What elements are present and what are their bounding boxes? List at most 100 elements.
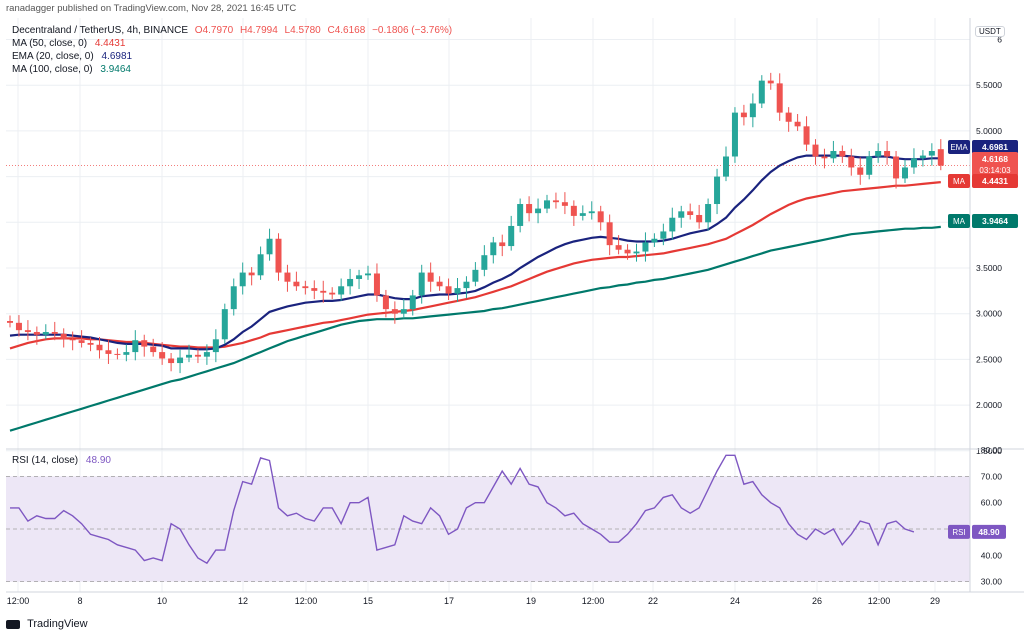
candle-body (714, 176, 721, 205)
candle-body (24, 330, 31, 332)
rsi-band (6, 476, 970, 582)
rsi-tag-text: RSI (952, 528, 965, 537)
indicator-label: MA (50, close, 0) (12, 38, 88, 49)
candle-body (248, 272, 255, 276)
candle-body (606, 222, 613, 246)
candle-body (356, 275, 363, 279)
candle-body (740, 112, 747, 118)
candle-body (257, 254, 264, 276)
candle-body (633, 251, 640, 254)
ma100-line (9, 225, 941, 432)
rsi-tag (948, 524, 970, 539)
tradingview-icon (6, 619, 20, 629)
x-tick-label: 8 (77, 596, 82, 606)
candle-body (114, 353, 121, 355)
last-price-badge-sub: 03:14:03 (979, 166, 1011, 175)
candle-body (177, 357, 184, 364)
candle-body (320, 290, 327, 293)
candle-body (660, 231, 667, 239)
x-tick-label: 19 (526, 596, 536, 606)
candle-body (624, 249, 631, 254)
candle-body (186, 354, 192, 358)
candle-body (472, 269, 479, 282)
candle-body (499, 242, 506, 247)
candle-body (266, 238, 273, 255)
candle-body (463, 281, 470, 289)
candle-body (60, 333, 67, 340)
rsi-tick-label: 30.00 (981, 577, 1003, 587)
candle-body (669, 217, 676, 232)
ohlc-low: L4.5780 (284, 25, 321, 36)
candle-body (427, 272, 434, 282)
candle-body (33, 331, 40, 335)
indicator-ma50[interactable]: MA (50, close, 0) 4.4431 (12, 38, 125, 49)
rsi-header[interactable]: RSI (14, close) 48.90 (12, 455, 111, 466)
candle-body (239, 272, 246, 287)
ma50-badge-value: 4.4431 (982, 176, 1008, 186)
x-tick-label: 22 (648, 596, 658, 606)
candle-body (893, 156, 900, 179)
candle-body (884, 151, 891, 157)
candle-body (651, 238, 658, 243)
candle-body (785, 112, 792, 122)
ema-badge-value: 4.6981 (982, 142, 1008, 152)
ema20-line (9, 154, 941, 351)
candle-body (409, 295, 416, 310)
rsi-badge-value: 48.90 (978, 527, 1000, 537)
candle-body (919, 155, 926, 159)
candle-body (78, 340, 85, 343)
candle-body (749, 103, 756, 118)
candle-body (105, 350, 112, 354)
ohlc-change: −0.1806 (−3.76%) (372, 25, 453, 36)
ohlc-close: C4.6168 (327, 25, 366, 36)
indicator-ema20[interactable]: EMA (20, close, 0) 4.6981 (12, 51, 132, 62)
indicator-ma100[interactable]: MA (100, close, 0) 3.9464 (12, 64, 131, 75)
candle-body (391, 309, 398, 314)
candle-body (517, 204, 524, 226)
ma100-badge-tag (948, 214, 970, 228)
candle-body (597, 211, 604, 223)
candle-body (794, 121, 801, 127)
tradingview-logo[interactable]: TradingView (6, 618, 88, 630)
candle-body (803, 126, 810, 145)
ema-badge-box (972, 140, 1018, 154)
candle-body (168, 358, 175, 364)
candle-body (928, 151, 935, 156)
tradingview-brand: TradingView (27, 618, 88, 630)
symbol-row: Decentraland / TetherUS, 4h, BINANCE O4.… (12, 25, 452, 36)
candle-body (875, 151, 882, 157)
candle-body (731, 112, 738, 157)
candle-body (230, 286, 237, 310)
x-tick-label: 15 (363, 596, 373, 606)
rsi-value-box (972, 524, 1006, 539)
candles (7, 72, 944, 374)
candle-body (902, 167, 908, 179)
candle-body (141, 340, 148, 347)
candle-body (302, 286, 309, 289)
rsi-value: 48.90 (85, 455, 111, 466)
candle-body (579, 213, 586, 216)
publisher-note: ranadagger published on TradingView.com,… (6, 3, 297, 14)
candle-body (51, 331, 58, 334)
x-tick-label: 29 (930, 596, 940, 606)
candle-body (436, 281, 443, 287)
rsi-line (10, 454, 915, 565)
ma50-badge-tag (948, 174, 970, 188)
candle-body (696, 214, 703, 223)
candle-body (123, 352, 130, 355)
candle-body (454, 288, 461, 294)
candle-body (937, 149, 944, 166)
x-tick-label: 12 (238, 596, 248, 606)
candle-body (508, 225, 515, 247)
candle-body (275, 238, 282, 273)
candle-body (705, 204, 712, 223)
candle-body (347, 278, 354, 287)
currency-badge[interactable]: USDT (975, 26, 1005, 37)
candle-body (365, 273, 371, 276)
candle-body (776, 83, 783, 113)
last-price-badge-box (972, 152, 1018, 176)
candle-body (445, 286, 452, 294)
ma50-badge-box (972, 174, 1018, 188)
x-tick-label: 17 (444, 596, 454, 606)
candle-body (490, 242, 497, 256)
